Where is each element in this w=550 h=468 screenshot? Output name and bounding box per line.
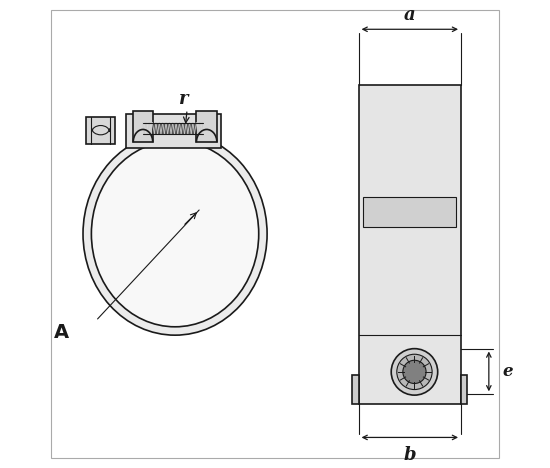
FancyBboxPatch shape (133, 110, 153, 142)
FancyBboxPatch shape (142, 123, 203, 134)
Text: A: A (53, 323, 69, 342)
Circle shape (397, 354, 432, 389)
FancyBboxPatch shape (126, 114, 221, 148)
Text: e: e (503, 363, 513, 380)
Circle shape (403, 360, 426, 383)
FancyBboxPatch shape (364, 197, 456, 227)
Text: b: b (404, 446, 416, 464)
FancyBboxPatch shape (359, 85, 461, 403)
FancyBboxPatch shape (461, 375, 468, 403)
FancyBboxPatch shape (86, 117, 115, 144)
Text: a: a (404, 7, 416, 24)
Ellipse shape (91, 141, 258, 327)
Ellipse shape (83, 132, 267, 335)
Text: r: r (179, 90, 188, 108)
FancyBboxPatch shape (352, 375, 359, 403)
Circle shape (391, 349, 438, 395)
FancyBboxPatch shape (196, 110, 217, 142)
